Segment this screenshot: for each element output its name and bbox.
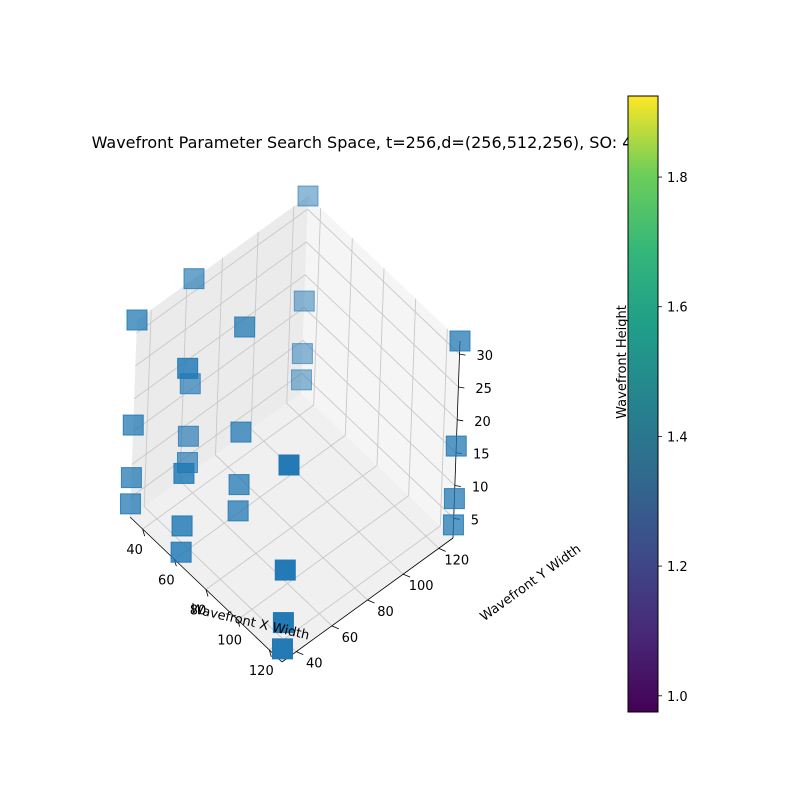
data-point [183,268,205,290]
z-gridline [133,274,306,400]
data-point [120,467,142,489]
z-gridline [135,241,307,367]
data-point [443,488,465,510]
z-tick-mark [454,485,461,487]
z-gridline [130,372,302,498]
data-point [449,330,471,352]
z-tick-label: 25 [475,382,492,397]
y-tick-mark [331,625,340,630]
x-tick-label: 40 [126,543,143,558]
x-tick-label: 100 [217,634,242,649]
x-tick-label: 80 [190,604,207,619]
y-tick-label: 100 [409,579,434,594]
data-point [278,454,300,476]
z-gridline [303,307,457,453]
x-tick-label: 60 [158,573,175,588]
colorbar-tick-label: 1.8 [667,171,688,186]
data-point [271,638,293,660]
z-tick-label: 10 [472,480,489,495]
z-tick-label: 5 [471,513,479,528]
data-point [122,414,144,436]
data-point [445,435,467,457]
x-gridline [313,208,322,406]
chart-title: Wavefront Parameter Search Space, t=256,… [92,133,633,152]
data-point [126,309,148,331]
y-tick-mark [296,651,304,656]
y-tick-mark [402,573,411,578]
z-tick-label: 15 [473,448,490,463]
data-point [230,421,252,443]
z-tick-label: 20 [474,415,491,430]
colorbar-tick-label: 1.4 [667,430,688,445]
data-point [227,500,249,522]
z-tick-mark [458,386,465,389]
data-point [228,474,250,496]
data-point [177,425,199,447]
z-gridline [301,372,455,519]
z-gridline [131,340,304,465]
y-tick-label: 60 [342,631,359,646]
z-gridline [136,208,308,334]
z-gridline [307,208,460,355]
data-point [297,185,319,207]
x-tick-mark [268,649,272,658]
z-gridline [302,340,456,486]
z-axis-label: Wavefront Height [615,305,630,419]
y-tick-mark [438,547,446,552]
x-gridline [439,328,448,526]
colorbar-tick-label: 1.6 [667,301,688,316]
y-gridline [215,257,223,456]
x-gridline [408,298,417,496]
data-point [293,290,315,312]
axes-ticks: 40 60 80 100 120 40 60 80 100 120 5 10 15 20 25 30 [126,349,493,679]
z-gridline [132,307,305,432]
z-tick-mark [457,419,464,422]
data-point [442,514,464,536]
data-point [171,515,193,537]
z-gridline [306,241,459,388]
y-gridline [143,506,297,652]
x-tick-mark [237,619,241,627]
y-gridline [286,206,295,404]
data-point [274,559,296,581]
data-point [272,612,294,634]
data-point [119,493,141,515]
y-tick-label: 120 [444,553,469,568]
z-tick-label: 30 [477,349,494,364]
y-tick-mark [367,599,375,604]
colorbar [627,95,659,713]
z-gridline [304,274,458,421]
data-point [290,369,312,391]
x-gridline [344,238,353,436]
y-gridline [286,403,440,549]
y-tick-label: 80 [377,605,394,620]
y-tick-label: 40 [306,657,323,672]
colorbar-tick-label: 1.0 [667,690,688,705]
data-point [234,316,256,338]
y-axis-label: Wavefront Y Width [478,542,584,625]
x-tick-mark [205,589,209,597]
data-point [291,343,313,365]
x-gridline [376,268,385,466]
z-tick-mark [459,353,466,356]
data-point [177,357,199,379]
data-point [170,541,192,563]
axes-grid [130,206,460,652]
y-gridline [143,309,152,507]
x-tick-label: 120 [249,664,274,679]
y-gridline [179,480,333,627]
x-tick-mark [142,528,146,537]
data-point [173,462,195,484]
colorbar-tick-label: 1.2 [667,560,688,575]
y-gridline [250,428,404,575]
scatter-points [119,185,471,660]
colorbar-ticks: 1.0 1.2 1.4 1.6 1.8 [658,171,688,705]
